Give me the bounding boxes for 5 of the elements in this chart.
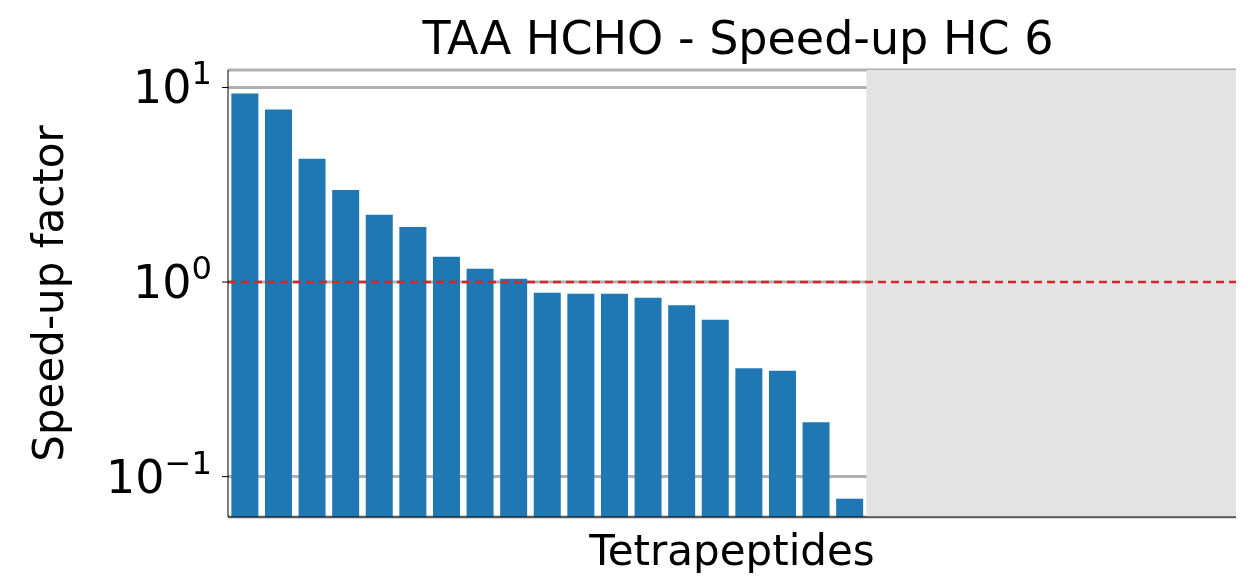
y-tick-label: 10$^{1}$ [132, 54, 212, 115]
chart-title: TAA HCHO - Speed-up HC 6 [421, 11, 1054, 65]
y-tick-label: 10$^{0}$ [132, 249, 212, 310]
y-axis-title: Speed-up factor [23, 124, 73, 462]
y-tick-label: 10$^{−1}$ [106, 443, 212, 504]
